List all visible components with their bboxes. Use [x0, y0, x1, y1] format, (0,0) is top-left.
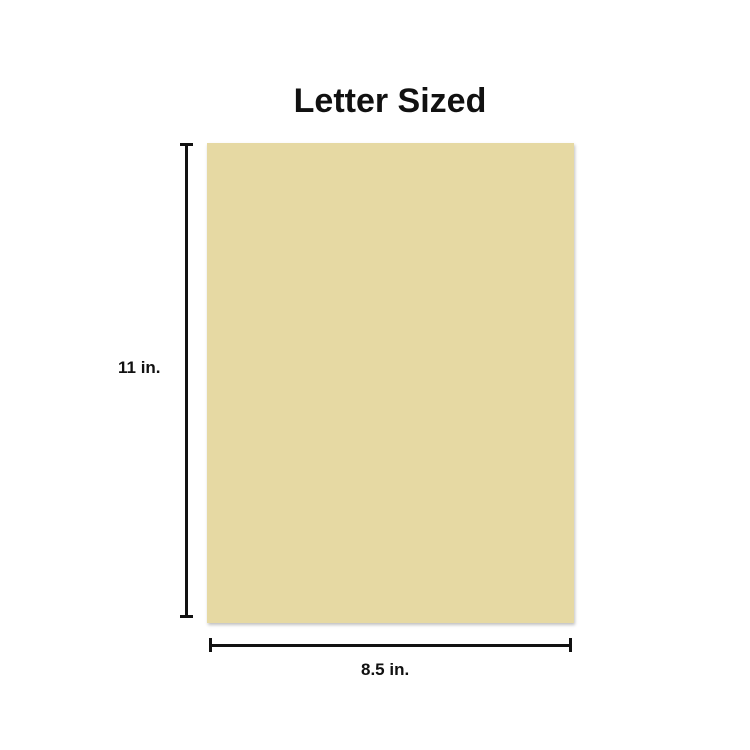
height-dimension-line — [185, 144, 188, 617]
height-dimension-cap-top — [180, 143, 193, 146]
paper-sheet — [207, 143, 574, 623]
width-label: 8.5 in. — [361, 660, 410, 679]
height-dimension-cap-bottom — [180, 615, 193, 618]
height-label: 11 in. — [118, 358, 161, 377]
width-dimension-cap-left — [209, 638, 212, 652]
width-dimension-line — [210, 644, 571, 647]
width-dimension-cap-right — [569, 638, 572, 652]
diagram-title: Letter Sized — [293, 82, 487, 120]
